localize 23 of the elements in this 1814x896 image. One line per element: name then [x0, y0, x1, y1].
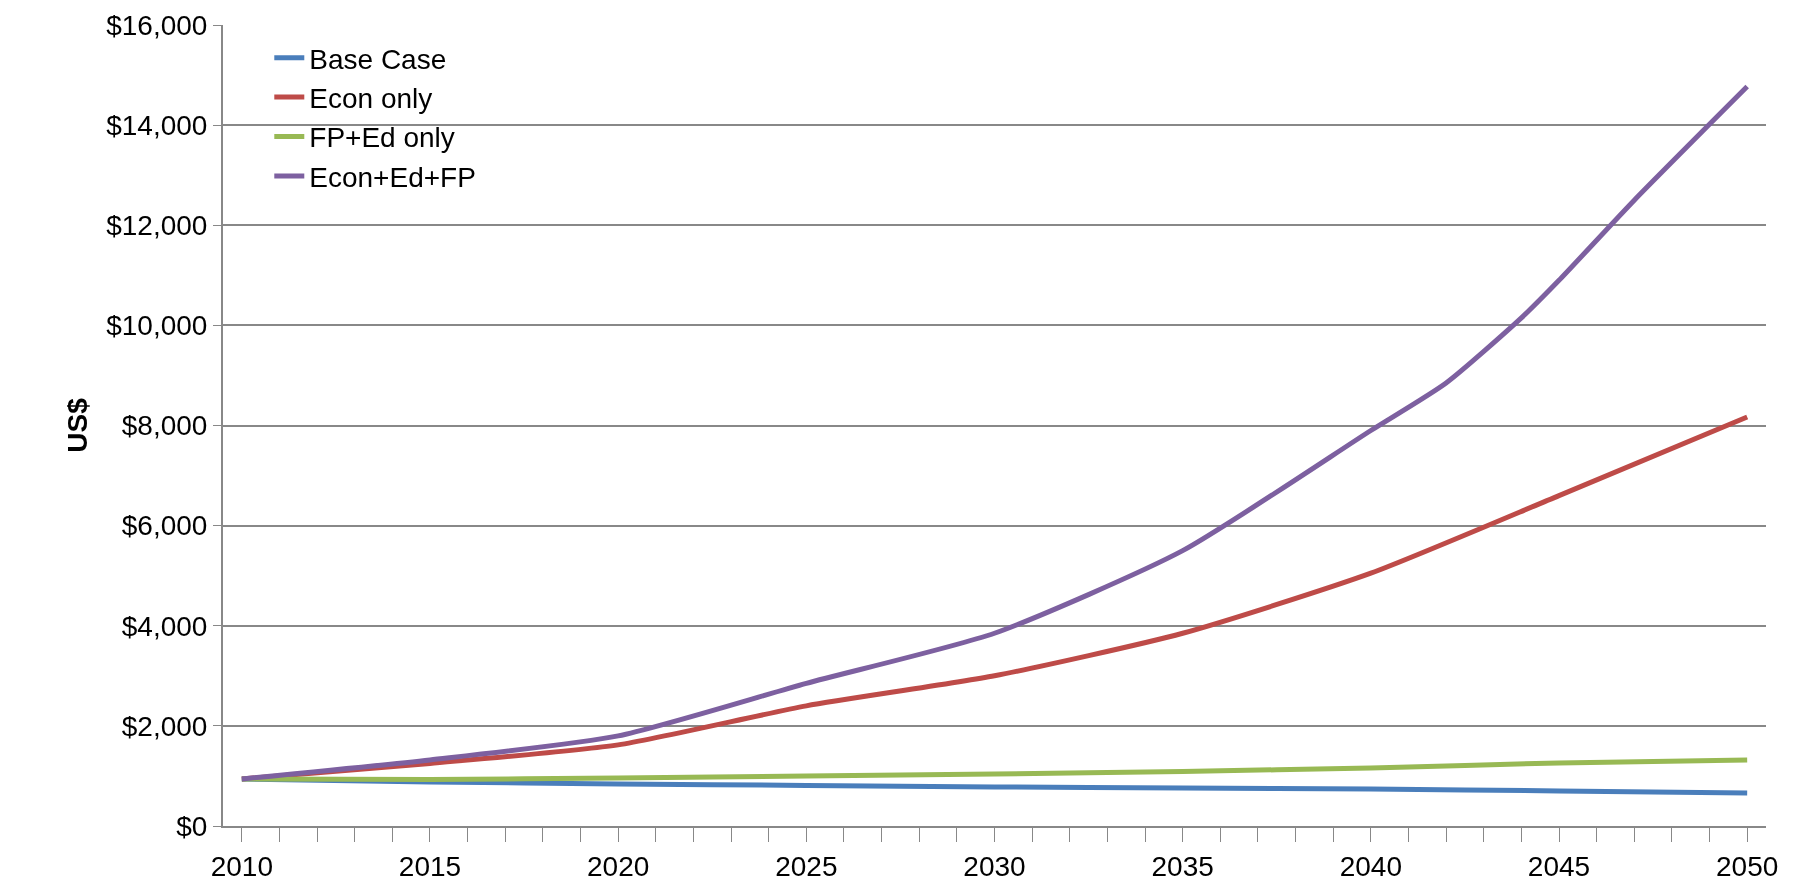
- legend-label: FP+Ed only: [309, 122, 455, 154]
- y-tick-label: $0: [176, 810, 208, 842]
- x-tick-label: 2030: [963, 850, 1026, 882]
- y-tick-label: $14,000: [106, 109, 208, 141]
- y-tick-label: $16,000: [106, 9, 208, 41]
- y-tick-label: $4,000: [121, 610, 208, 642]
- y-tick-label: $2,000: [121, 710, 208, 742]
- y-axis-title: US$: [62, 397, 94, 453]
- x-tick-label: 2040: [1339, 850, 1402, 882]
- y-tick-label: $8,000: [121, 410, 208, 442]
- legend-label: Base Case: [309, 43, 447, 75]
- legend-label: Econ only: [309, 83, 433, 115]
- x-tick-label: 2025: [775, 850, 838, 882]
- x-tick-label: 2015: [398, 850, 462, 882]
- x-tick-label: 2045: [1527, 850, 1591, 882]
- legend-label: Econ+Ed+FP: [309, 161, 476, 193]
- x-tick-label: 2020: [587, 850, 650, 882]
- x-tick-label: 2050: [1716, 850, 1779, 882]
- y-tick-label: $10,000: [106, 310, 208, 342]
- x-tick-label: 2035: [1151, 850, 1214, 882]
- y-tick-label: $6,000: [121, 510, 208, 542]
- y-tick-label: $12,000: [106, 210, 208, 242]
- x-tick-label: 2010: [210, 850, 273, 882]
